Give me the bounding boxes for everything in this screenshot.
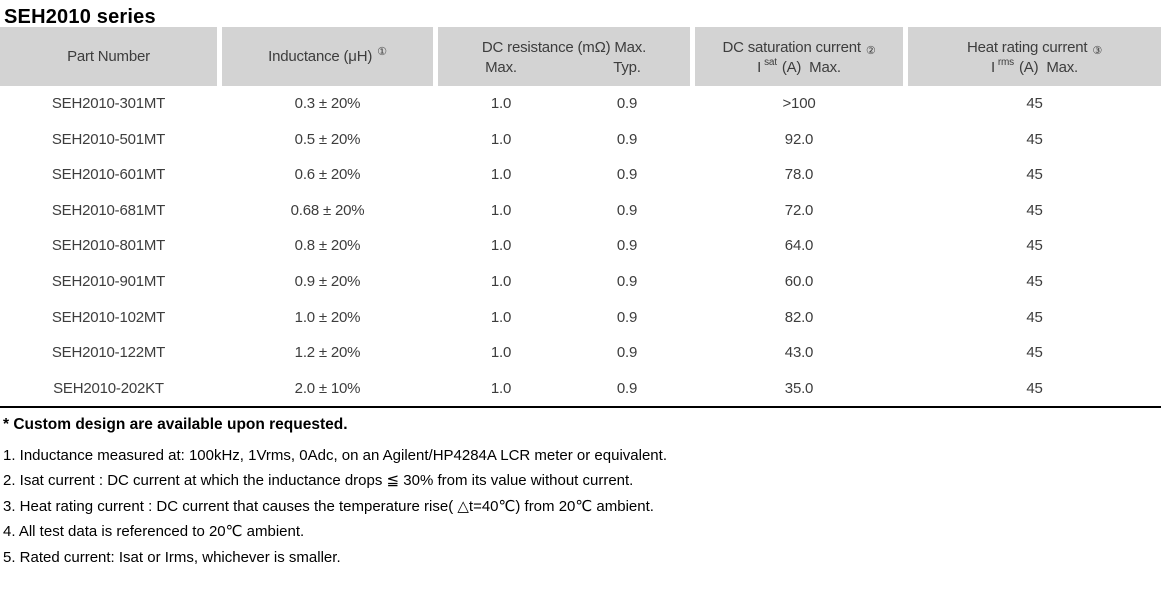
isat-cell: 92.0 bbox=[784, 130, 814, 148]
irms-cell: 45 bbox=[1026, 344, 1043, 362]
table-row: SEH2010-901MT 0.9 ± 20% 1.0 0.9 60.0 45 bbox=[0, 264, 1161, 300]
isat-units: (A) Max. bbox=[781, 59, 841, 76]
dcr-max-cell: 1.0 bbox=[490, 95, 512, 113]
dcr-typ-cell: 0.9 bbox=[616, 166, 638, 184]
dcr-max-cell: 1.0 bbox=[490, 308, 512, 326]
dcr-max-cell: 1.0 bbox=[490, 201, 512, 219]
heat-header-label: Heat rating current bbox=[966, 39, 1088, 56]
irms-cell: 45 bbox=[1026, 130, 1043, 148]
col-header-part-number: Part Number bbox=[0, 27, 217, 86]
isat-symbol: I bbox=[757, 59, 762, 76]
col-header-saturation-current: DC saturation current ② bbox=[695, 27, 903, 57]
part-number-cell: SEH2010-301MT bbox=[51, 95, 166, 113]
table-body: SEH2010-301MT 0.3 ± 20% 1.0 0.9 >100 45 SEH201… bbox=[0, 86, 1161, 406]
dcr-typ-cell: 0.9 bbox=[616, 273, 638, 290]
table-row: SEH2010-801MT 0.8 ± 20% 1.0 0.9 64.0 45 bbox=[0, 228, 1161, 264]
table-header: Part Number Inductance (μH) ① DC resistan… bbox=[0, 27, 1161, 86]
footnote-4: 4. All test data is referenced to 20℃ am… bbox=[3, 523, 305, 541]
dcr-typ-cell: 0.9 bbox=[616, 237, 638, 255]
table-row: SEH2010-202KT 2.0 ± 10% 1.0 0.9 35.0 45 bbox=[0, 370, 1161, 406]
irms-units: (A) Max. bbox=[1018, 59, 1079, 76]
footnote-3: 3. Heat rating current : DC current that… bbox=[3, 497, 654, 515]
inductance-cell: 0.8 ± 20% bbox=[294, 237, 361, 255]
col-header-dcr-typ: Typ. bbox=[564, 57, 690, 86]
isat-cell: 78.0 bbox=[784, 166, 814, 184]
dcr-typ-cell: 0.9 bbox=[616, 308, 638, 326]
dcr-max-cell: 1.0 bbox=[490, 166, 512, 184]
footnote-5: 5. Rated current: Isat or Irms, whicheve… bbox=[3, 548, 341, 566]
col-header-inductance: Inductance (μH) ① bbox=[222, 27, 433, 86]
table-row: SEH2010-122MT 1.2 ± 20% 1.0 0.9 43.0 45 bbox=[0, 335, 1161, 371]
saturation-header-label: DC saturation current bbox=[722, 39, 861, 56]
inductance-cell: 0.9 ± 20% bbox=[294, 273, 361, 290]
dcr-typ-cell: 0.9 bbox=[616, 379, 638, 397]
table-bottom-rule bbox=[0, 405, 1161, 408]
isat-cell: 35.0 bbox=[784, 379, 814, 397]
footnote-2: 2. Isat current : DC current at which th… bbox=[3, 472, 634, 490]
page-title: SEH2010 series bbox=[4, 6, 156, 28]
dcr-typ-cell: 0.9 bbox=[616, 344, 638, 362]
dcr-typ-cell: 0.9 bbox=[616, 130, 638, 148]
isat-cell: 43.0 bbox=[784, 344, 814, 362]
isat-cell: 82.0 bbox=[784, 308, 814, 326]
inductance-cell: 0.5 ± 20% bbox=[294, 130, 361, 148]
custom-design-note: * Custom design are available upon reque… bbox=[3, 415, 348, 433]
part-number-cell: SEH2010-501MT bbox=[51, 130, 166, 148]
inductance-cell: 1.2 ± 20% bbox=[294, 344, 361, 362]
irms-cell: 45 bbox=[1026, 95, 1043, 113]
inductance-cell: 0.68 ± 20% bbox=[290, 201, 365, 219]
col-header-heat-rating-current: Heat rating current ③ bbox=[908, 27, 1161, 57]
part-number-cell: SEH2010-901MT bbox=[51, 273, 166, 290]
irms-cell: 45 bbox=[1026, 273, 1043, 290]
part-number-cell: SEH2010-801MT bbox=[51, 237, 166, 255]
table-row: SEH2010-301MT 0.3 ± 20% 1.0 0.9 >100 45 bbox=[0, 86, 1161, 122]
dcr-typ-cell: 0.9 bbox=[616, 95, 638, 113]
table-row: SEH2010-681MT 0.68 ± 20% 1.0 0.9 72.0 45 bbox=[0, 193, 1161, 229]
footnote-1: 1. Inductance measured at: 100kHz, 1Vrms… bbox=[3, 446, 667, 464]
inductance-header-label: Inductance (μH) bbox=[268, 48, 373, 65]
col-header-dc-resistance: DC resistance (mΩ) Max. bbox=[438, 27, 690, 57]
inductance-cell: 0.3 ± 20% bbox=[294, 95, 361, 113]
dcr-max-cell: 1.0 bbox=[490, 379, 512, 397]
dcr-typ-cell: 0.9 bbox=[616, 201, 638, 219]
irms-cell: 45 bbox=[1026, 237, 1043, 255]
irms-symbol: I bbox=[990, 59, 995, 76]
footnotes: 1. Inductance measured at: 100kHz, 1Vrms… bbox=[3, 443, 1161, 571]
dcr-max-cell: 1.0 bbox=[490, 237, 512, 255]
part-number-cell: SEH2010-681MT bbox=[51, 201, 166, 219]
isat-cell: 64.0 bbox=[784, 237, 814, 255]
inductance-cell: 0.6 ± 20% bbox=[294, 166, 361, 184]
part-number-cell: SEH2010-601MT bbox=[51, 166, 166, 184]
irms-cell: 45 bbox=[1026, 308, 1043, 326]
inductance-cell: 2.0 ± 10% bbox=[294, 379, 361, 397]
isat-cell: >100 bbox=[782, 95, 816, 113]
table-row: SEH2010-601MT 0.6 ± 20% 1.0 0.9 78.0 45 bbox=[0, 157, 1161, 193]
table-row: SEH2010-102MT 1.0 ± 20% 1.0 0.9 82.0 45 bbox=[0, 299, 1161, 335]
irms-cell: 45 bbox=[1026, 379, 1043, 397]
table-row: SEH2010-501MT 0.5 ± 20% 1.0 0.9 92.0 45 bbox=[0, 122, 1161, 158]
dcr-max-cell: 1.0 bbox=[490, 344, 512, 362]
part-number-cell: SEH2010-202KT bbox=[53, 379, 164, 397]
isat-cell: 60.0 bbox=[784, 273, 814, 290]
isat-cell: 72.0 bbox=[784, 201, 814, 219]
dcr-max-cell: 1.0 bbox=[490, 130, 512, 148]
part-number-cell: SEH2010-102MT bbox=[51, 308, 166, 326]
irms-cell: 45 bbox=[1026, 166, 1043, 184]
irms-cell: 45 bbox=[1026, 201, 1043, 219]
col-header-dcr-max: Max. bbox=[438, 57, 564, 86]
part-number-cell: SEH2010-122MT bbox=[51, 344, 166, 362]
inductance-cell: 1.0 ± 20% bbox=[294, 308, 361, 326]
dcr-max-cell: 1.0 bbox=[490, 273, 512, 290]
